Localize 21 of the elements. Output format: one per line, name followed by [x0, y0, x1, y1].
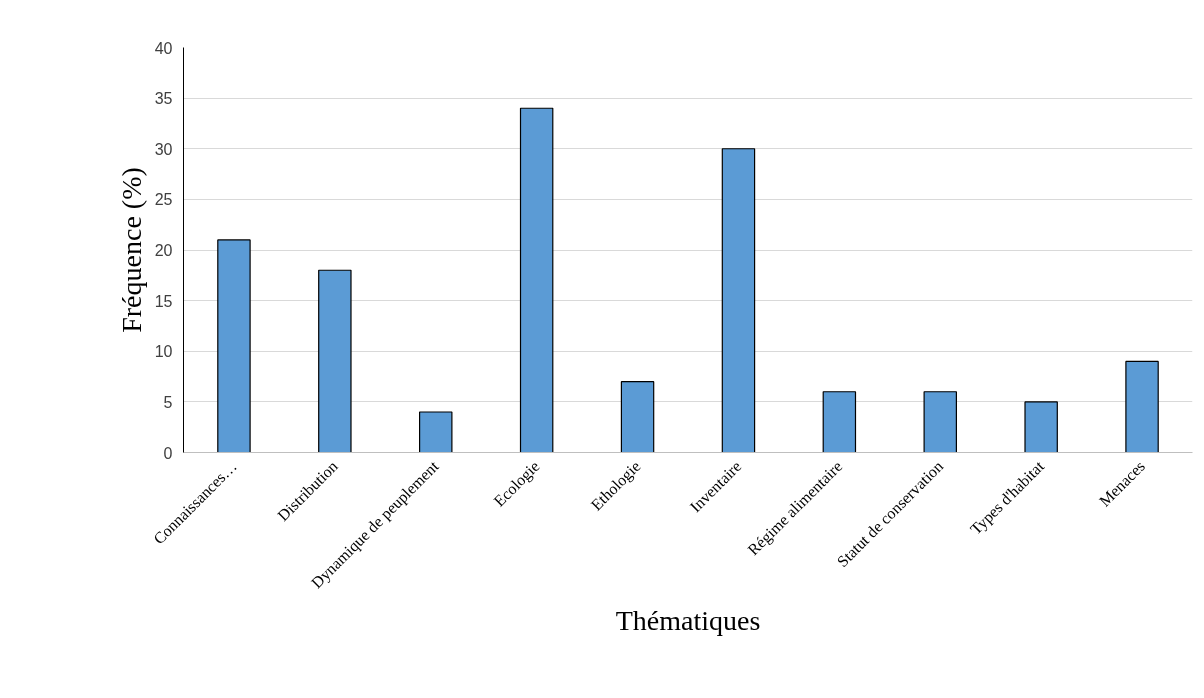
bar — [923, 391, 957, 453]
bar — [620, 381, 655, 453]
bar — [822, 391, 857, 453]
y-tick-label: 35 — [154, 90, 173, 108]
y-tick-label: 25 — [154, 191, 173, 209]
y-axis-title: Fréquence (%) — [115, 167, 147, 333]
x-axis-title: Thématiques — [615, 605, 761, 637]
y-tick-label: 30 — [154, 140, 173, 158]
bar — [217, 239, 251, 453]
y-tick-label: 20 — [154, 242, 173, 259]
y-tick-label: 10 — [154, 343, 173, 361]
bar — [519, 107, 554, 453]
bar — [1024, 401, 1058, 453]
y-tick-label: 5 — [163, 393, 173, 411]
bar — [1125, 360, 1159, 453]
y-tick-label: 15 — [154, 292, 173, 310]
bar — [721, 148, 756, 453]
bar — [419, 411, 453, 453]
bar — [318, 269, 352, 453]
y-tick-label: 40 — [154, 39, 173, 57]
y-tick-label: 0 — [163, 444, 173, 462]
